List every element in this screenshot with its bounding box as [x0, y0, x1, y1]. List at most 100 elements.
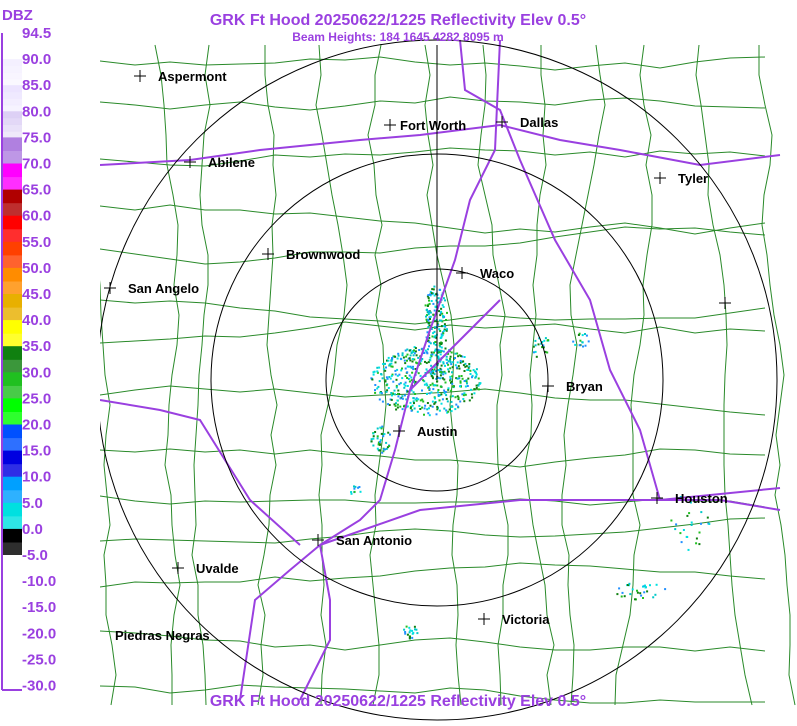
echo	[433, 402, 436, 405]
echo	[428, 392, 431, 395]
echo	[532, 345, 535, 348]
echo	[645, 586, 647, 589]
echo	[438, 409, 441, 412]
city-label: Fort Worth	[400, 118, 466, 133]
echo	[353, 490, 356, 493]
city-label: Bryan	[566, 379, 603, 394]
echo	[413, 407, 416, 410]
echo	[459, 400, 462, 403]
echo	[442, 316, 445, 319]
legend-swatch	[3, 646, 22, 660]
echo	[457, 405, 459, 408]
echo	[412, 351, 415, 353]
echo	[372, 373, 375, 376]
echo	[387, 356, 390, 359]
echo	[414, 393, 416, 395]
echo	[379, 439, 382, 442]
echo	[444, 381, 447, 384]
echo	[698, 543, 701, 546]
echo	[450, 400, 453, 403]
echo	[391, 365, 394, 368]
legend-swatch	[3, 91, 22, 99]
echo	[421, 389, 423, 392]
echo	[350, 492, 353, 495]
echo	[451, 375, 454, 378]
legend-swatch	[3, 117, 22, 125]
echo	[426, 393, 428, 395]
echo	[434, 305, 437, 308]
echo	[475, 373, 478, 376]
echo	[407, 377, 410, 380]
echo	[425, 382, 428, 385]
echo	[411, 371, 414, 374]
city-marker	[654, 172, 666, 184]
echo	[462, 364, 465, 367]
echo	[405, 355, 408, 358]
echo	[428, 345, 430, 348]
echo	[401, 377, 404, 380]
echo	[680, 541, 683, 544]
legend-label: 80.0	[22, 103, 51, 120]
echo	[449, 359, 452, 362]
echo	[443, 329, 446, 332]
echo	[411, 360, 414, 363]
echo	[434, 397, 436, 400]
echo	[396, 357, 399, 360]
echo	[404, 384, 407, 387]
echo	[376, 427, 379, 430]
echo	[437, 323, 440, 326]
echo	[412, 397, 415, 400]
echo	[388, 445, 391, 448]
echo	[455, 366, 458, 369]
legend-swatch	[3, 385, 22, 399]
echo	[631, 588, 634, 591]
echo	[582, 345, 584, 348]
legend-label: 60.0	[22, 208, 51, 225]
echo	[427, 313, 430, 316]
echo	[413, 346, 416, 349]
echo	[401, 408, 404, 411]
echo	[403, 359, 406, 362]
echo	[433, 330, 436, 333]
echo	[386, 389, 389, 392]
echo	[444, 339, 447, 342]
legend-label: 30.0	[22, 364, 51, 381]
echo	[423, 413, 425, 416]
echo	[370, 438, 373, 441]
echo	[427, 297, 430, 300]
echo	[451, 366, 454, 369]
echo	[427, 294, 430, 297]
echo	[441, 312, 444, 315]
city-marker	[542, 380, 554, 392]
echo	[670, 519, 673, 522]
echo	[438, 344, 441, 347]
echo	[418, 349, 421, 351]
legend-label: 15.0	[22, 443, 51, 460]
echo	[410, 409, 413, 412]
unlabeled-markers	[719, 297, 731, 309]
echo	[405, 398, 408, 401]
echo	[391, 394, 393, 397]
echo	[447, 370, 450, 373]
echo	[642, 597, 644, 599]
echo	[417, 398, 420, 401]
echo	[419, 408, 422, 410]
echo	[374, 389, 376, 392]
legend-swatch	[3, 307, 22, 321]
echo	[425, 318, 428, 321]
echo	[403, 404, 406, 407]
echo	[415, 361, 418, 364]
echo	[470, 388, 472, 391]
echo	[454, 408, 457, 411]
echo	[390, 398, 393, 401]
county-line	[99, 684, 765, 704]
echo	[415, 399, 418, 402]
echo	[403, 386, 406, 389]
echo	[426, 310, 429, 313]
echo	[408, 631, 411, 634]
title: GRK Ft Hood 20250622/1225 Reflectivity E…	[210, 12, 586, 29]
echo	[445, 358, 448, 361]
echo	[433, 285, 436, 288]
echo	[395, 386, 398, 389]
echo	[396, 368, 399, 371]
